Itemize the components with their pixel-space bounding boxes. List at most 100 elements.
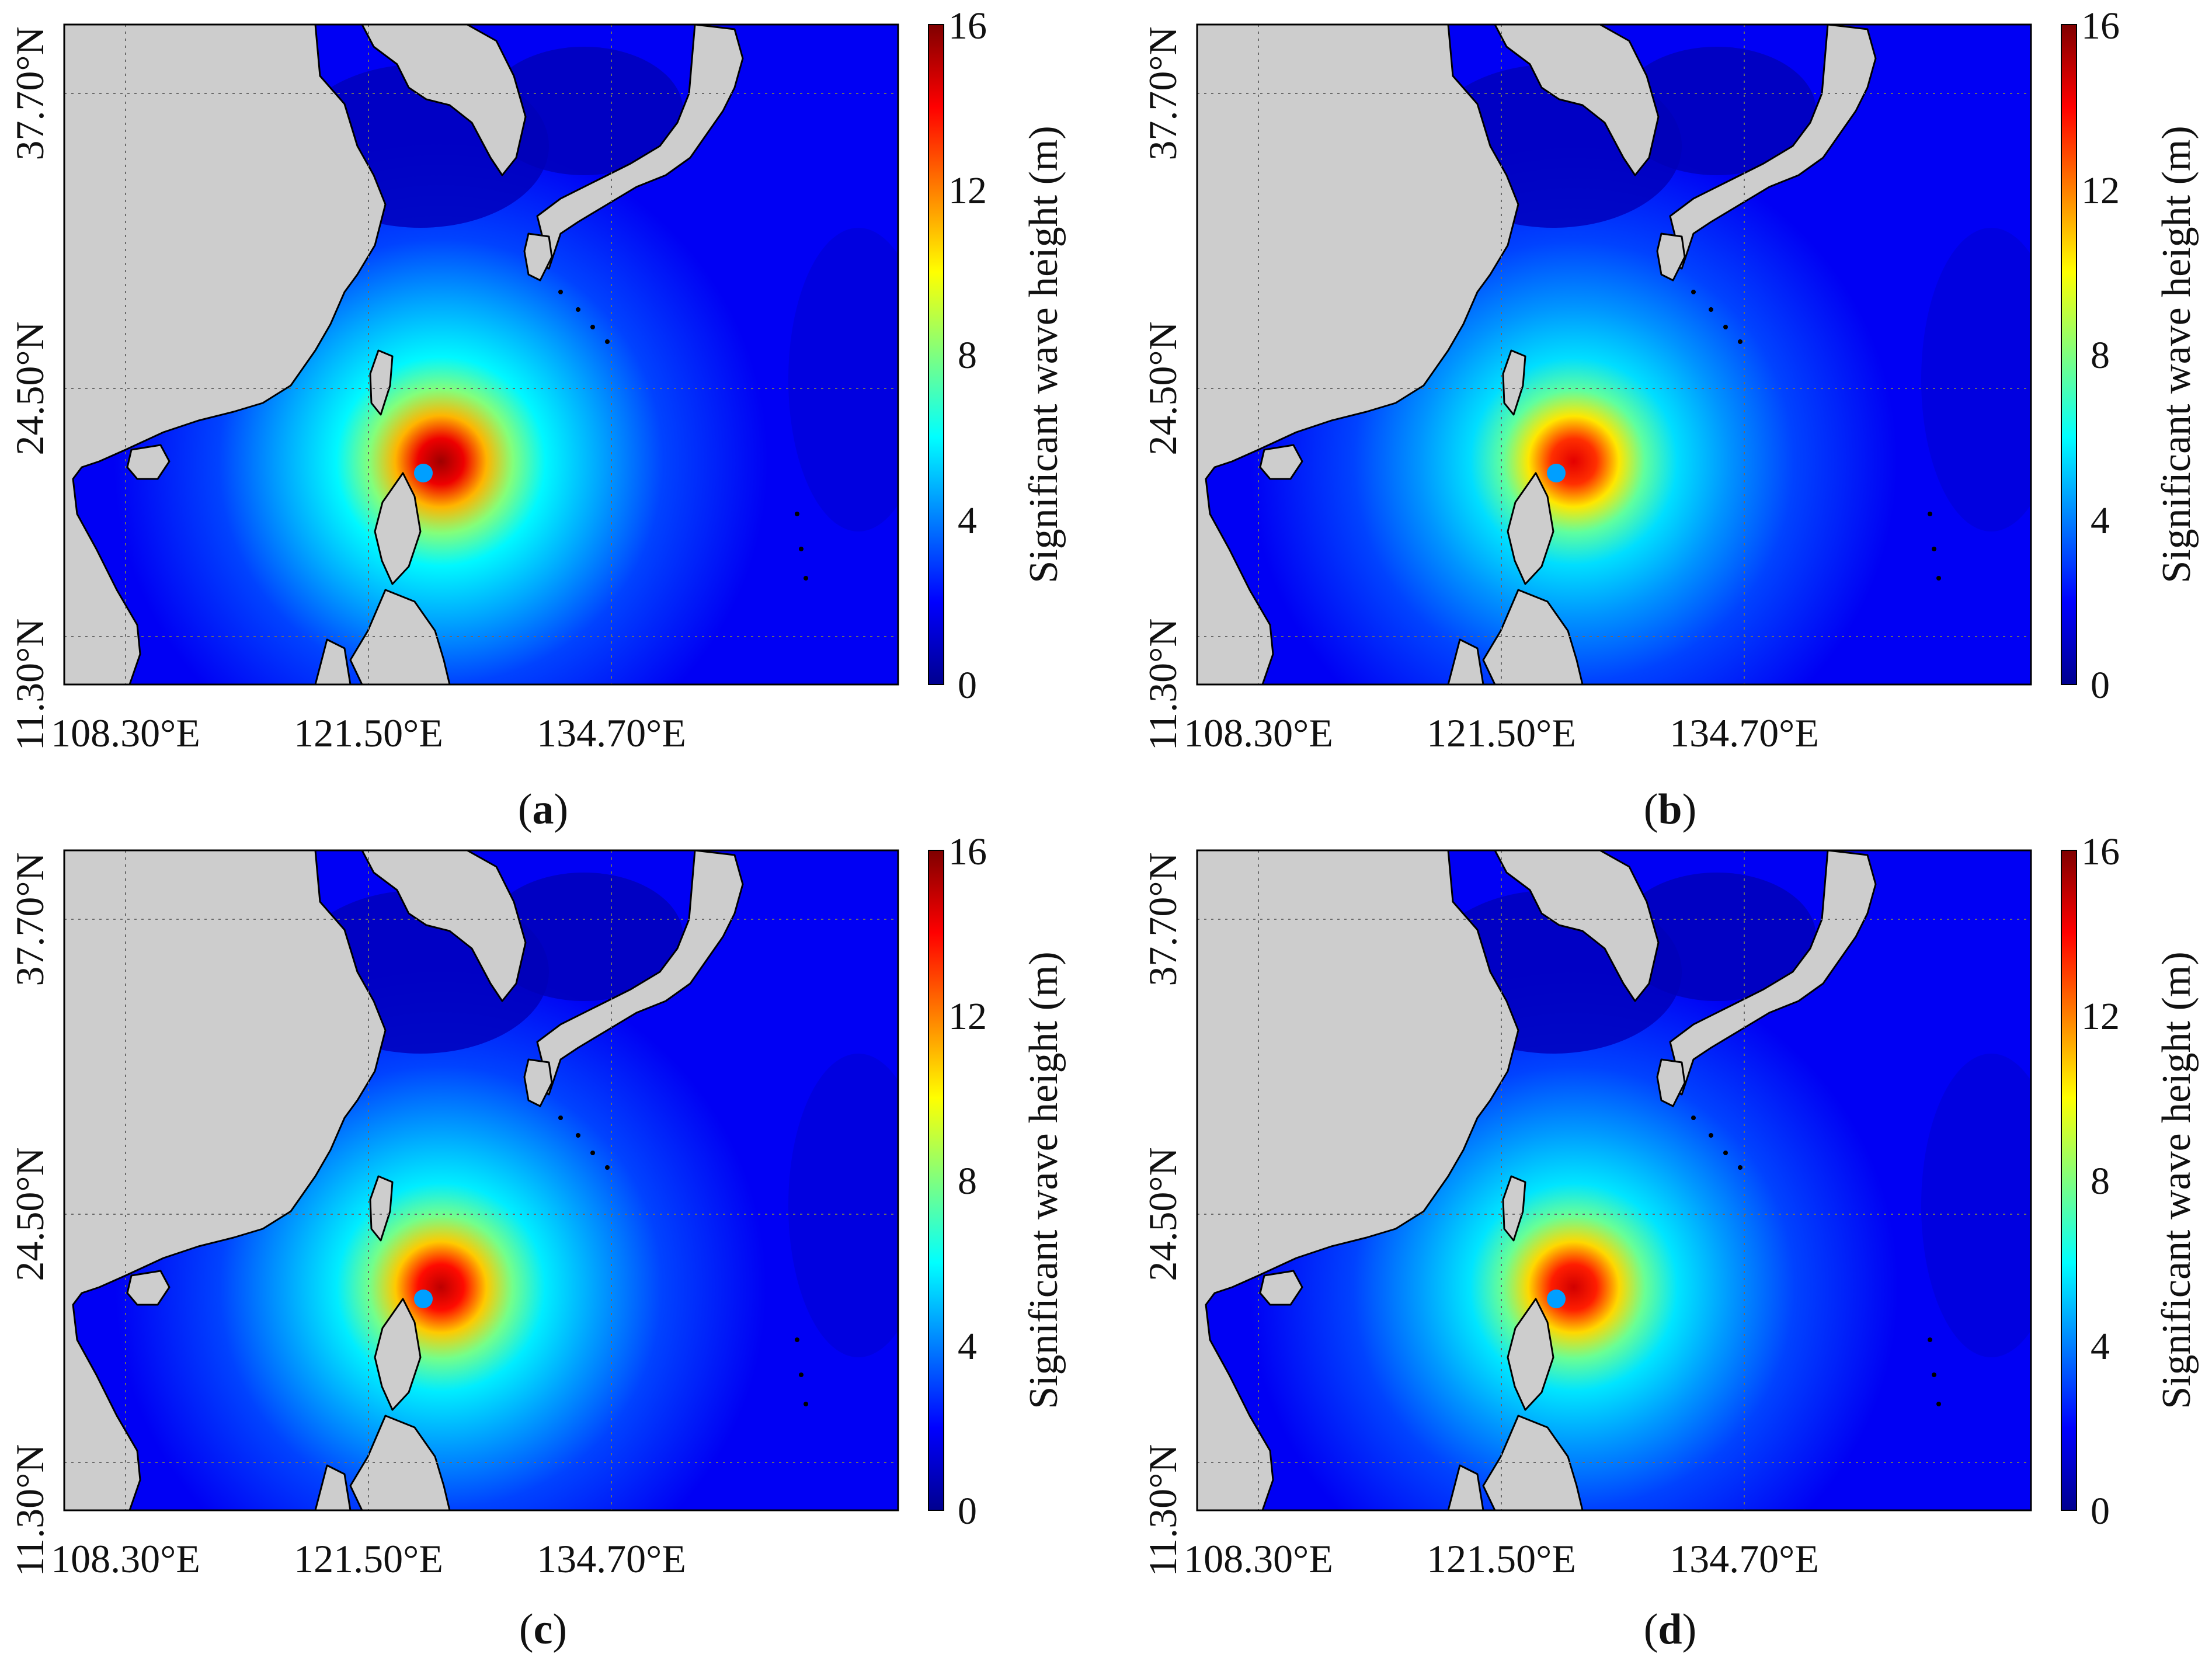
colorbar-tick-label: 12	[2081, 169, 2120, 212]
land-japan	[1669, 25, 1877, 270]
colorbar-tick-label: 8	[958, 334, 977, 377]
colorbar-tick-label: 12	[2081, 995, 2120, 1038]
sea-of-japan-calm-area	[485, 47, 683, 175]
land-japan	[536, 850, 744, 1096]
island-marker	[1709, 307, 1713, 312]
colorbar-c: 0 4 8 12 16 Significant wave height (m)	[928, 830, 1066, 1533]
colorbar-gradient	[2061, 850, 2077, 1511]
colorbar-tick-label: 12	[948, 169, 987, 212]
land-luzon	[1507, 1298, 1554, 1411]
panel-caption-b: (b)	[1644, 786, 1696, 833]
eastern-calm-area	[788, 1054, 898, 1357]
panel-caption-c: (c)	[519, 1606, 567, 1653]
colorbar-b: 0 4 8 12 16 Significant wave height (m)	[2061, 5, 2199, 707]
land-borneo	[314, 1464, 352, 1510]
land-korea	[1494, 25, 1660, 176]
lon-tick-label: 134.70°E	[1670, 711, 1819, 755]
island-marker	[1932, 547, 1936, 551]
typhoon-eye	[414, 1290, 433, 1308]
island-marker	[590, 1151, 595, 1155]
typhoon-eye	[1547, 1290, 1566, 1308]
island-marker	[605, 1165, 610, 1170]
colorbar-d: 0 4 8 12 16 Significant wave height (m)	[2061, 830, 2199, 1533]
land-kyushu	[1656, 232, 1686, 282]
island-marker	[799, 1372, 804, 1377]
colorbar-tick-label: 16	[948, 5, 987, 47]
island-marker	[1691, 1116, 1696, 1120]
island-marker	[605, 339, 610, 344]
lon-tick-label: 121.50°E	[294, 711, 443, 755]
map-frame	[1196, 849, 2032, 1511]
land-luzon	[1507, 472, 1554, 585]
colorbar-tick-label: 12	[948, 995, 987, 1038]
lon-tick-labels-a: 108.30°E 121.50°E 134.70°E	[51, 711, 686, 755]
land-taiwan	[369, 1175, 394, 1242]
lat-tick-label: 24.50°N	[8, 1147, 52, 1281]
land-hainan	[126, 444, 171, 480]
colorbar-tick-label: 0	[958, 1490, 977, 1533]
land-korea	[361, 25, 527, 176]
island-marker	[1936, 1402, 1941, 1406]
land-kyushu	[523, 1058, 553, 1107]
lon-tick-label: 121.50°E	[1427, 711, 1576, 755]
land-philippines	[349, 589, 451, 684]
panel-c: 11.30°N 24.50°N 37.70°N 108.30°E 121.50°…	[8, 830, 1066, 1653]
colorbar-a: 0 4 8 12 16 Significant wave height (m)	[928, 5, 1066, 707]
lon-tick-label: 134.70°E	[537, 711, 686, 755]
island-marker	[576, 307, 580, 312]
colorbar-tick-label: 8	[2091, 334, 2110, 377]
lat-tick-label: 24.50°N	[8, 321, 52, 455]
lon-tick-label: 121.50°E	[1427, 1537, 1576, 1581]
colorbar-tick-label: 0	[2091, 664, 2110, 707]
island-marker	[1723, 325, 1728, 329]
island-marker	[1932, 1372, 1936, 1377]
island-marker	[1928, 1337, 1932, 1342]
colorbar-tick-label: 0	[2091, 1490, 2110, 1533]
colorbar-tick-label: 8	[2091, 1160, 2110, 1203]
lon-tick-labels-c: 108.30°E 121.50°E 134.70°E	[51, 1537, 686, 1581]
island-marker	[558, 290, 563, 294]
lat-tick-labels-a: 11.30°N 24.50°N 37.70°N	[8, 26, 52, 750]
colorbar-tick-label: 4	[2091, 499, 2110, 542]
lat-tick-label: 37.70°N	[8, 852, 52, 986]
lon-tick-label: 134.70°E	[1670, 1537, 1819, 1581]
map-field-b	[1196, 23, 2032, 686]
panel-caption-letter: b	[1658, 786, 1682, 833]
land-luzon	[374, 1298, 422, 1411]
colorbar-gradient	[928, 850, 944, 1511]
lat-tick-label: 11.30°N	[8, 618, 52, 751]
island-marker	[795, 1337, 799, 1342]
land-hainan	[1259, 1270, 1303, 1306]
colorbar-gradient	[2061, 24, 2077, 685]
lat-tick-label: 11.30°N	[1140, 1444, 1185, 1577]
land-korea	[1494, 850, 1660, 1002]
colorbar-tick-label: 0	[958, 664, 977, 707]
land-taiwan	[1502, 349, 1526, 416]
island-marker	[804, 576, 808, 581]
land-hainan	[1259, 444, 1303, 480]
island-marker	[795, 512, 799, 516]
panel-b: 11.30°N 24.50°N 37.70°N 108.30°E 121.50°…	[1140, 5, 2199, 833]
island-marker	[799, 547, 804, 551]
land-borneo	[314, 638, 352, 684]
sea-of-japan-calm-area	[1618, 873, 1816, 1001]
panel-caption-letter: d	[1658, 1606, 1682, 1653]
typhoon-eye	[414, 464, 433, 482]
colorbar-title: Significant wave height (m)	[1021, 126, 1066, 583]
island-marker	[590, 325, 595, 329]
sea-of-japan-calm-area	[485, 873, 683, 1001]
panel-caption-letter: a	[533, 786, 554, 833]
colorbar-tick-label: 4	[958, 499, 977, 542]
colorbar-tick-label: 16	[948, 830, 987, 873]
lat-tick-labels-b: 11.30°N 24.50°N 37.70°N	[1140, 26, 1185, 750]
land-japan	[536, 25, 744, 270]
land-luzon	[374, 472, 422, 585]
land-philippines	[1482, 1415, 1584, 1510]
lat-tick-label: 37.70°N	[1140, 852, 1185, 986]
land-borneo	[1447, 638, 1484, 684]
lat-tick-label: 24.50°N	[1140, 321, 1185, 455]
land-taiwan	[1502, 1175, 1526, 1242]
island-marker	[1691, 290, 1696, 294]
lat-tick-label: 37.70°N	[1140, 26, 1185, 160]
lon-tick-labels-d: 108.30°E 121.50°E 134.70°E	[1184, 1537, 1819, 1581]
